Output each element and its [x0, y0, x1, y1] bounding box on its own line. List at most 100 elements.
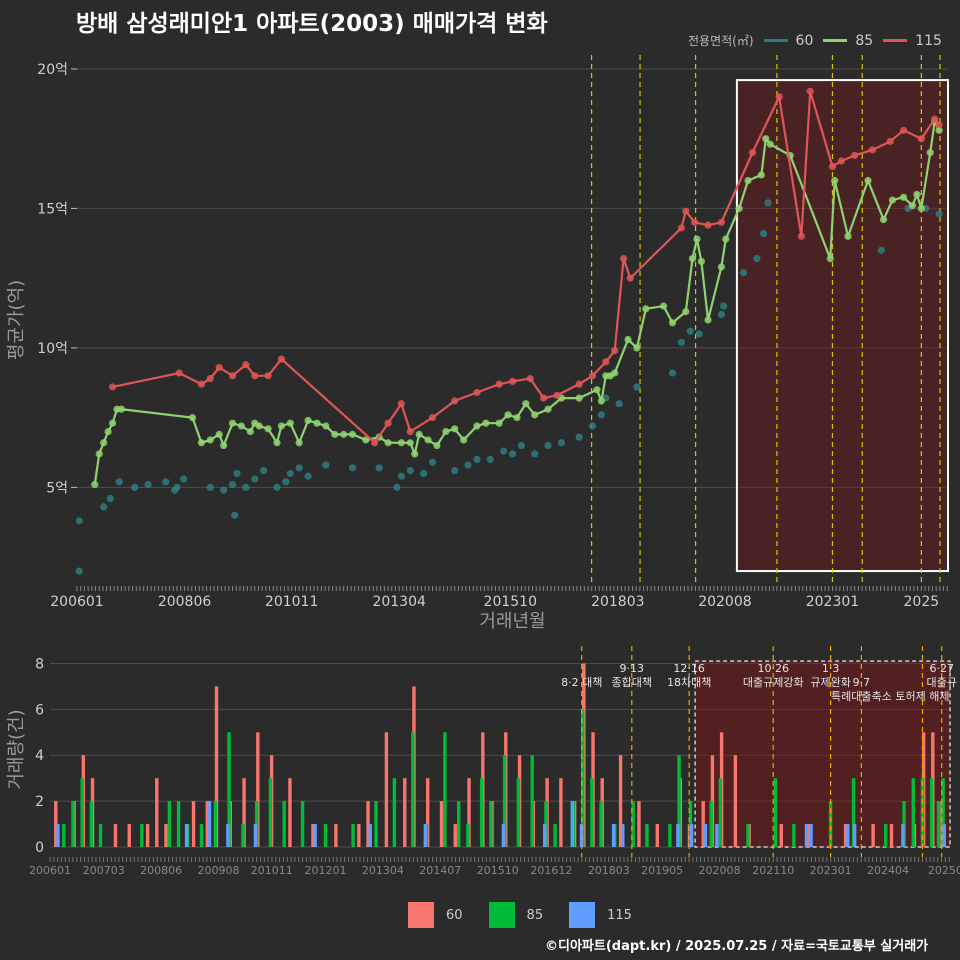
point-60-30 — [420, 469, 428, 478]
policy-annotation-7: 1·3 — [822, 662, 840, 675]
bar-60-8 — [164, 824, 168, 847]
point-60-42 — [575, 433, 583, 441]
series-line-115 — [112, 90, 940, 445]
bar-85-38 — [631, 801, 635, 847]
legend-label-60: 60 — [795, 32, 814, 49]
bar-85-25 — [466, 824, 470, 847]
bar-60-4 — [113, 824, 118, 847]
bar-60-6 — [145, 824, 150, 847]
legend-line-115 — [883, 39, 908, 42]
point-60-44 — [597, 411, 605, 419]
bar-60-11 — [214, 686, 219, 847]
bar-85-11 — [227, 732, 231, 847]
legend-line-85 — [823, 39, 848, 42]
point-60-41 — [557, 439, 565, 447]
bar-115-3 — [226, 824, 230, 847]
point-60-3 — [106, 494, 114, 503]
bar-85-46 — [773, 778, 778, 847]
point-60-51 — [695, 330, 703, 338]
bar-85-14 — [268, 778, 273, 847]
bar-85-52 — [911, 778, 915, 847]
bar-60-18 — [334, 824, 338, 847]
bar-85-6 — [167, 801, 172, 847]
bar-85-3 — [89, 801, 94, 847]
point-60-6 — [144, 480, 152, 489]
bar-85-15 — [282, 801, 286, 847]
point-60-57 — [764, 199, 772, 207]
x-tick-label-7: 202301 — [806, 594, 859, 610]
bar-60-0 — [54, 801, 58, 847]
bar-legend-item-60: 60 — [408, 902, 463, 928]
bar-85-16 — [300, 801, 305, 847]
bottom-legend: 60 85 115 — [408, 902, 658, 928]
bar-115-0 — [56, 824, 60, 847]
bar-85-9 — [199, 824, 204, 847]
bar-85-44 — [718, 778, 723, 847]
bar-60-26 — [453, 824, 457, 847]
point-60-48 — [668, 369, 677, 377]
point-60-49 — [677, 338, 685, 346]
bar-115-9 — [543, 824, 547, 847]
point-60-23 — [304, 472, 312, 480]
bar-x-tick-label-2: 200806 — [140, 864, 182, 877]
policy-annotation-9: 9·7 — [853, 676, 871, 689]
bar-85-56 — [941, 778, 945, 847]
bar-85-7 — [176, 801, 181, 847]
policy-annotation-3: 12·16 — [673, 662, 705, 675]
y-tick-label-1: 10억 — [37, 341, 68, 357]
bar-85-45 — [746, 824, 750, 847]
bar-60-25 — [439, 801, 444, 847]
bar-60-44 — [701, 801, 705, 847]
legend-label-85: 85 — [855, 32, 874, 49]
bar-x-tick-label-4: 201011 — [251, 864, 293, 877]
point-60-9 — [173, 483, 181, 491]
bar-y-tick-label-3: 6 — [35, 702, 44, 718]
x-tick-label-5: 201803 — [591, 594, 644, 610]
bar-x-tick-label-6: 201304 — [362, 864, 404, 877]
point-60-12 — [220, 486, 228, 494]
x-tick-label-8: 2025 — [904, 594, 940, 610]
bar-85-48 — [828, 801, 833, 847]
bar-60-5 — [127, 824, 131, 847]
policy-annotation-11: 토허제 해제 — [895, 689, 949, 703]
bar-60-21 — [384, 732, 389, 847]
point-60-61 — [935, 210, 943, 218]
bar-60-53 — [889, 824, 894, 847]
bar-115-21 — [852, 824, 857, 847]
point-60-17 — [251, 475, 259, 483]
legend-label-115: 115 — [915, 32, 942, 49]
bar-60-39 — [618, 755, 623, 847]
bar-115-20 — [846, 824, 850, 847]
y-axis-title: 평균가(억) — [6, 280, 27, 360]
bar-60-20 — [366, 801, 370, 847]
point-60-38 — [517, 441, 525, 450]
point-60-52 — [717, 310, 725, 319]
point-60-26 — [375, 464, 383, 472]
bar-115-23 — [942, 824, 946, 847]
point-60-15 — [233, 469, 241, 478]
bar-115-10 — [570, 801, 574, 847]
bar-60-40 — [637, 801, 641, 847]
bar-x-tick-label-13: 202110 — [752, 864, 794, 877]
bar-85-4 — [98, 824, 103, 847]
point-60-25 — [348, 464, 357, 472]
bar-115-18 — [804, 824, 809, 847]
bar-115-4 — [253, 824, 258, 847]
policy-annotation-12: 6·27 — [929, 662, 954, 675]
policy-annotation-2: 종합대책 — [612, 676, 652, 689]
y-tick-label-2: 15억 — [37, 201, 68, 217]
point-60-31 — [428, 458, 437, 466]
point-60-13 — [228, 480, 237, 489]
bar-85-18 — [351, 824, 355, 847]
bar-y-tick-label-0: 0 — [35, 840, 44, 856]
bar-y-tick-label-2: 4 — [35, 748, 44, 764]
point-60-33 — [464, 461, 472, 469]
point-60-18 — [260, 467, 268, 475]
bar-85-43 — [709, 801, 713, 847]
point-60-53 — [719, 302, 728, 310]
series-line-85 — [93, 118, 941, 485]
bar-60-50 — [807, 824, 811, 847]
point-60-47 — [633, 383, 641, 391]
bar-x-tick-label-8: 201510 — [477, 864, 519, 877]
